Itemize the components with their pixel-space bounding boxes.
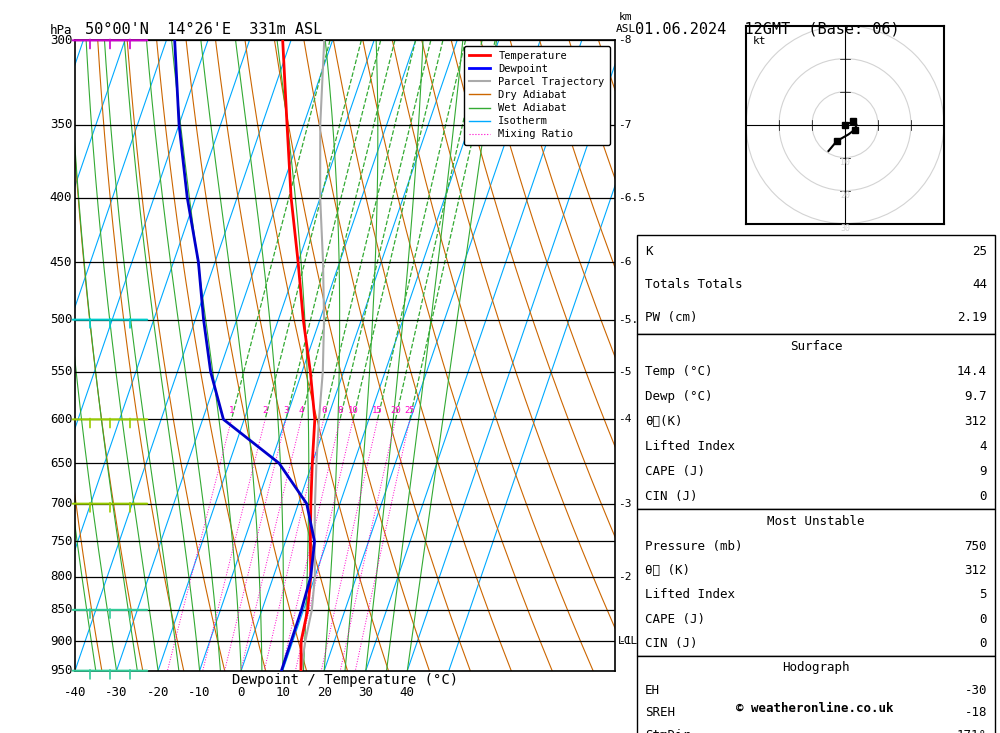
Text: 20: 20 [840, 191, 850, 199]
Text: CIN (J): CIN (J) [645, 637, 698, 650]
Text: 14.4: 14.4 [957, 365, 987, 377]
Text: K: K [645, 245, 652, 257]
Text: 450: 450 [50, 256, 72, 268]
Text: 5: 5 [980, 589, 987, 602]
Text: Lifted Index: Lifted Index [645, 589, 735, 602]
Text: 300: 300 [50, 34, 72, 47]
Text: hPa: hPa [50, 24, 72, 37]
Text: EH: EH [645, 684, 660, 696]
Text: Surface: Surface [790, 339, 842, 353]
Text: 900: 900 [50, 635, 72, 648]
Text: -7: -7 [618, 119, 631, 130]
Text: SREH: SREH [645, 707, 675, 719]
Text: 850: 850 [50, 603, 72, 616]
Text: 15: 15 [372, 406, 383, 415]
Text: 0: 0 [980, 613, 987, 626]
Text: 312: 312 [964, 415, 987, 428]
Text: 44: 44 [972, 278, 987, 290]
Text: 800: 800 [50, 570, 72, 583]
Text: 312: 312 [964, 564, 987, 577]
Text: 2.19: 2.19 [957, 311, 987, 323]
Text: 4: 4 [980, 440, 987, 453]
Text: 750: 750 [964, 539, 987, 553]
X-axis label: Dewpoint / Temperature (°C): Dewpoint / Temperature (°C) [232, 674, 458, 688]
Text: 0: 0 [980, 637, 987, 650]
Text: 600: 600 [50, 413, 72, 426]
Text: 3: 3 [283, 406, 289, 415]
Text: 350: 350 [50, 118, 72, 131]
Text: -1: -1 [618, 636, 631, 646]
Text: 700: 700 [50, 497, 72, 510]
Text: 550: 550 [50, 365, 72, 378]
Text: 0: 0 [980, 490, 987, 504]
Text: -5: -5 [618, 366, 631, 377]
Text: 4: 4 [299, 406, 304, 415]
Text: Hodograph: Hodograph [782, 661, 850, 674]
Text: © weatheronline.co.uk: © weatheronline.co.uk [736, 701, 894, 715]
Text: Totals Totals: Totals Totals [645, 278, 742, 290]
Text: 750: 750 [50, 535, 72, 548]
Text: Pressure (mb): Pressure (mb) [645, 539, 742, 553]
Text: Lifted Index: Lifted Index [645, 440, 735, 453]
Text: Most Unstable: Most Unstable [767, 515, 865, 528]
Text: kt: kt [753, 35, 766, 45]
Text: -8: -8 [618, 35, 631, 45]
Text: 400: 400 [50, 191, 72, 205]
Text: -2: -2 [618, 572, 631, 582]
Text: CIN (J): CIN (J) [645, 490, 698, 504]
Text: Temp (°C): Temp (°C) [645, 365, 712, 377]
Text: 50°00'N  14°26'E  331m ASL: 50°00'N 14°26'E 331m ASL [85, 22, 322, 37]
Text: PW (cm): PW (cm) [645, 311, 698, 323]
Text: -30: -30 [964, 684, 987, 696]
Text: θᴇ (K): θᴇ (K) [645, 564, 690, 577]
Text: -30: -30 [105, 686, 128, 699]
Text: 30: 30 [840, 224, 850, 232]
Text: -4: -4 [618, 414, 631, 424]
Text: 01.06.2024  12GMT  (Base: 06): 01.06.2024 12GMT (Base: 06) [635, 22, 900, 37]
Text: -5.5: -5.5 [618, 314, 645, 325]
Text: 500: 500 [50, 313, 72, 326]
Text: 6: 6 [321, 406, 326, 415]
Text: 171°: 171° [957, 729, 987, 733]
Text: -10: -10 [188, 686, 211, 699]
Text: -40: -40 [64, 686, 86, 699]
Text: -20: -20 [147, 686, 169, 699]
Legend: Temperature, Dewpoint, Parcel Trajectory, Dry Adiabat, Wet Adiabat, Isotherm, Mi: Temperature, Dewpoint, Parcel Trajectory… [464, 45, 610, 144]
Text: 20: 20 [317, 686, 332, 699]
Text: 0: 0 [237, 686, 245, 699]
Text: 1: 1 [229, 406, 234, 415]
Text: Dewp (°C): Dewp (°C) [645, 390, 712, 403]
Text: 950: 950 [50, 664, 72, 677]
Text: 25: 25 [404, 406, 415, 415]
Text: 2: 2 [262, 406, 268, 415]
Text: 9.7: 9.7 [964, 390, 987, 403]
Text: 30: 30 [358, 686, 373, 699]
Text: 10: 10 [840, 158, 850, 166]
Text: θᴇ(K): θᴇ(K) [645, 415, 682, 428]
Text: 9: 9 [980, 465, 987, 478]
Text: 10: 10 [275, 686, 290, 699]
Text: -6: -6 [618, 257, 631, 267]
Text: 650: 650 [50, 457, 72, 470]
Text: 8: 8 [337, 406, 343, 415]
Text: -3: -3 [618, 498, 631, 509]
Text: StmDir: StmDir [645, 729, 690, 733]
Text: LCL: LCL [618, 636, 638, 646]
Text: 10: 10 [348, 406, 358, 415]
Text: CAPE (J): CAPE (J) [645, 613, 705, 626]
Text: 40: 40 [400, 686, 415, 699]
Text: -18: -18 [964, 707, 987, 719]
Text: 25: 25 [972, 245, 987, 257]
Text: 20: 20 [390, 406, 401, 415]
Text: Mixing Ratio (g/kg): Mixing Ratio (g/kg) [664, 292, 674, 419]
Text: km
ASL: km ASL [616, 12, 636, 34]
Text: -6.5: -6.5 [618, 193, 645, 202]
Text: CAPE (J): CAPE (J) [645, 465, 705, 478]
